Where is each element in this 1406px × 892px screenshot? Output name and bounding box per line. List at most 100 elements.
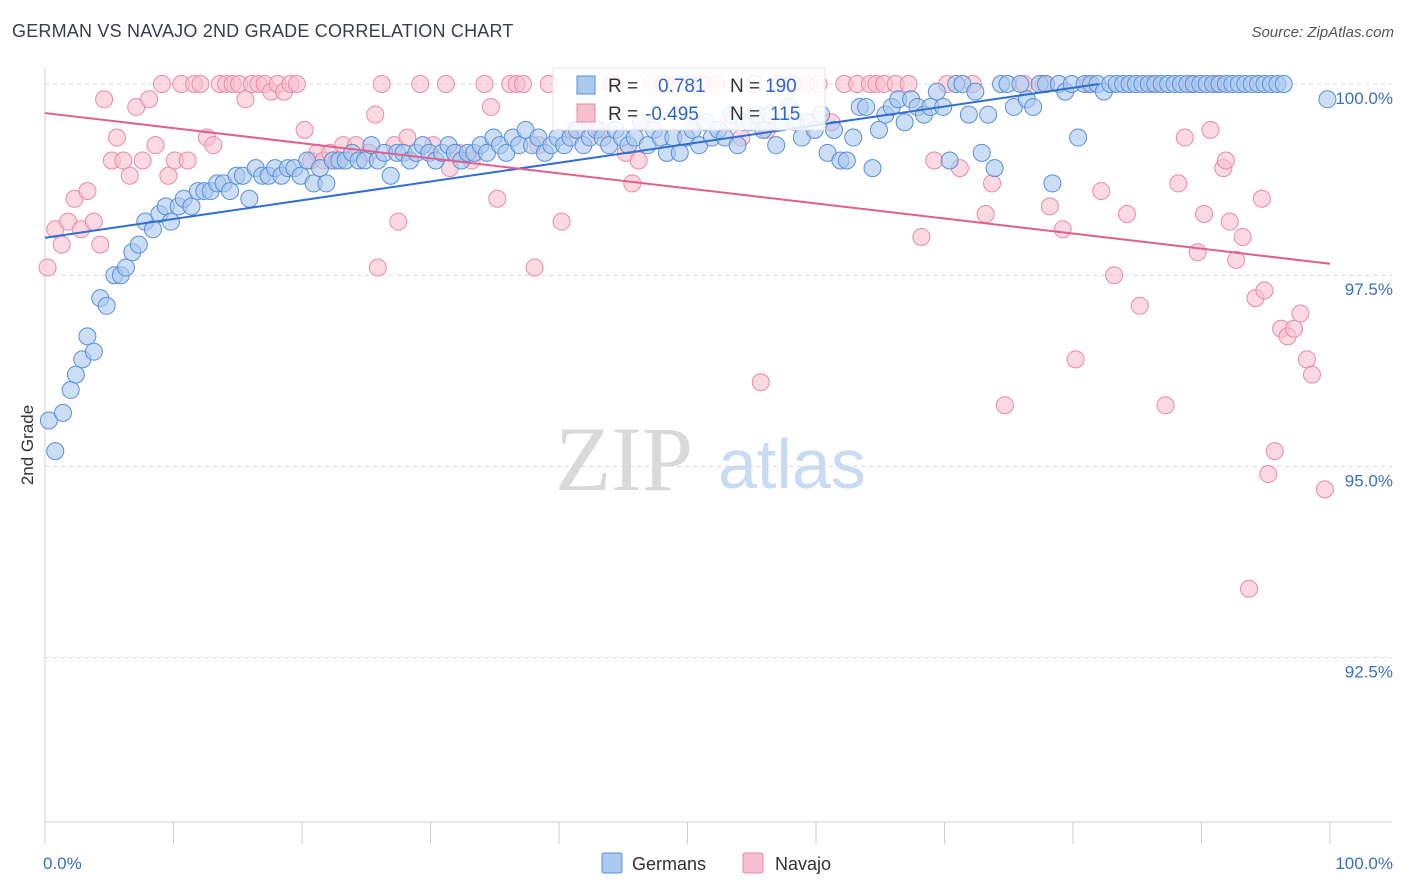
navajo-point <box>191 75 210 93</box>
german-point <box>767 136 786 155</box>
navajo-point <box>1066 350 1085 369</box>
stats-legend-box <box>552 67 826 131</box>
navajo-point <box>751 373 770 392</box>
navajo-point <box>52 235 71 254</box>
german-point <box>857 97 876 116</box>
german-point <box>869 120 888 139</box>
navajo-point <box>1252 189 1271 208</box>
navajo-point <box>1291 304 1310 323</box>
navajo-point <box>1130 296 1149 315</box>
german-trend-line <box>44 83 1099 239</box>
navajo-point <box>1156 396 1175 415</box>
navajo-point <box>629 151 648 170</box>
german-r-label: R = <box>608 76 638 97</box>
german-point <box>46 442 65 461</box>
navajo-point <box>1233 227 1252 246</box>
navajo-point <box>1297 350 1316 369</box>
navajo-point <box>1216 151 1235 170</box>
navajo-point <box>514 75 533 93</box>
german-point <box>1043 174 1062 193</box>
navajo-point <box>295 120 314 139</box>
legend-navajo-label: Navajo <box>775 854 831 874</box>
watermark-zip: ZIP <box>555 408 693 510</box>
navajo-point <box>411 75 430 93</box>
navajo-point <box>366 105 385 124</box>
navajo-n-value: 115 <box>770 104 800 125</box>
navajo-point <box>995 396 1014 415</box>
navajo-point <box>1195 205 1214 224</box>
x-tick-label: 100.0% <box>1335 854 1393 873</box>
navajo-point <box>389 212 408 231</box>
navajo-point <box>178 151 197 170</box>
legend-germans-swatch <box>601 852 623 874</box>
navajo-point <box>1092 182 1111 201</box>
navajo-trend-line <box>44 112 1331 265</box>
stats-legend: R = 0.781 N = 190 R = -0.495 N = 115 <box>552 67 826 131</box>
navajo-point <box>525 258 544 277</box>
navajo-point <box>481 97 500 116</box>
german-point <box>979 105 998 124</box>
navajo-point <box>152 75 171 93</box>
german-point <box>927 82 946 101</box>
german-point <box>940 151 959 170</box>
y-axis-title: 2nd Grade <box>18 405 37 485</box>
german-point <box>240 189 259 208</box>
navajo-point <box>488 189 507 208</box>
navajo-point <box>925 151 944 170</box>
navajo-point <box>84 212 103 231</box>
navajo-point <box>1265 442 1284 461</box>
navajo-point <box>398 128 417 147</box>
german-point <box>116 258 135 277</box>
navajo-point <box>1040 197 1059 216</box>
german-point <box>78 327 97 346</box>
german-point <box>844 128 863 147</box>
tick-labels: 92.5% 95.0% 97.5% 100.0% 0.0% 100.0% <box>43 89 1393 873</box>
german-point <box>317 174 336 193</box>
german-r-value: 0.781 <box>658 76 706 97</box>
navajo-point <box>1105 266 1124 285</box>
navajo-point <box>1188 243 1207 262</box>
german-point <box>1069 128 1088 147</box>
navajo-point <box>475 75 494 93</box>
german-point <box>895 113 914 132</box>
chart-title: GERMAN VS NAVAJO 2ND GRADE CORRELATION C… <box>12 21 514 41</box>
y-tick-label: 97.5% <box>1345 280 1393 299</box>
navajo-point <box>1227 250 1246 269</box>
navajo-point <box>912 227 931 246</box>
german-point <box>182 197 201 216</box>
navajo-point <box>1201 120 1220 139</box>
navajo-point <box>1303 365 1322 384</box>
navajo-point <box>1220 212 1239 231</box>
german-point <box>966 82 985 101</box>
navajo-point <box>38 258 57 277</box>
legend-navajo-swatch <box>742 852 764 874</box>
german-point <box>39 411 58 430</box>
series-legend: Germans Navajo <box>601 852 831 874</box>
navajo-point <box>368 258 387 277</box>
german-points <box>39 75 1337 461</box>
german-point <box>161 212 180 231</box>
navajo-point <box>372 75 391 93</box>
y-tick-label: 100.0% <box>1335 89 1393 108</box>
german-point <box>97 296 116 315</box>
navajo-point <box>91 235 110 254</box>
navajo-point <box>78 182 97 201</box>
navajo-point <box>1175 128 1194 147</box>
navajo-point <box>133 151 152 170</box>
german-point <box>972 143 991 162</box>
german-point <box>221 182 240 201</box>
navajo-r-value: -0.495 <box>645 104 699 125</box>
german-n-label: N = <box>730 76 760 97</box>
navajo-point <box>1285 319 1304 338</box>
legend-germans-label: Germans <box>632 854 706 874</box>
navajo-swatch <box>576 103 596 123</box>
navajo-point <box>146 136 165 155</box>
german-point <box>84 342 103 361</box>
navajo-point <box>1240 579 1259 598</box>
navajo-point <box>552 212 571 231</box>
y-tick-label: 95.0% <box>1345 471 1393 490</box>
navajo-point <box>899 75 918 93</box>
navajo-n-label: N = <box>730 104 760 125</box>
navajo-point <box>204 136 223 155</box>
german-swatch <box>576 75 596 95</box>
